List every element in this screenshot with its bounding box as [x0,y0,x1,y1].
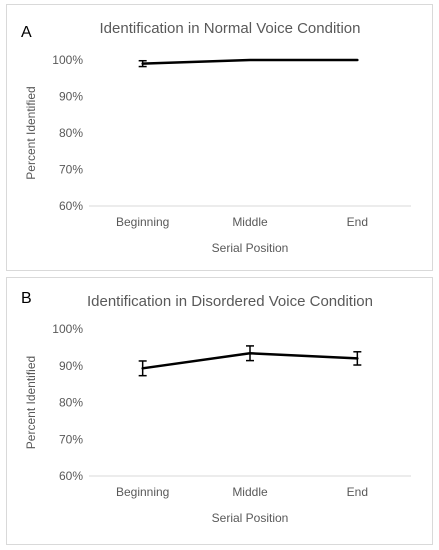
data-line [141,58,359,65]
y-tick-label: 90% [59,90,83,104]
y-tick-label: 80% [59,396,83,410]
x-axis-title: Serial Position [212,511,289,525]
y-axis-title: Percent Identified [24,356,38,449]
x-tick-label: Middle [232,485,268,499]
chart-panel-a: A Identification in Normal Voice Conditio… [6,4,433,271]
y-tick-label: 100% [52,322,83,336]
x-axis-title: Serial Position [212,241,289,255]
x-tick-label: Beginning [116,485,169,499]
panel-label: B [21,290,32,307]
y-tick-label: 100% [52,53,83,67]
x-tick-label: End [347,215,368,229]
y-axis-title: Percent Identified [24,86,38,179]
y-tick-label: 60% [59,469,83,483]
x-tick-label: End [347,485,368,499]
y-tick-label: 70% [59,163,83,177]
x-tick-label: Beginning [116,215,169,229]
y-tick-label: 60% [59,199,83,213]
panel-label: A [21,24,32,41]
y-tick-label: 90% [59,359,83,373]
chart-a-svg: A Identification in Normal Voice Conditio… [21,20,411,255]
chart-b-svg: B Identification in Disordered Voice Cond… [21,290,411,525]
chart-title: Identification in Normal Voice Condition [100,20,361,37]
y-tick-label: 80% [59,126,83,140]
chart-panel-b: B Identification in Disordered Voice Cond… [6,277,433,545]
chart-title: Identification in Disordered Voice Condi… [87,293,373,310]
y-tick-label: 70% [59,432,83,446]
x-tick-label: Middle [232,215,268,229]
